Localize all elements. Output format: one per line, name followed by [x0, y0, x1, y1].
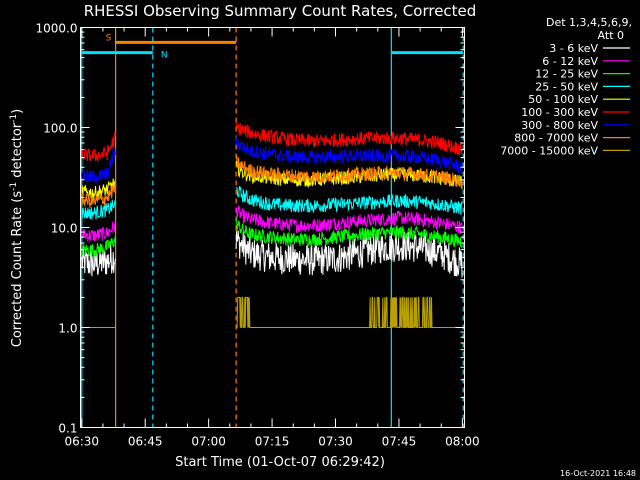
series-line-5-seg-0 — [81, 132, 116, 164]
series-layer — [81, 122, 463, 328]
y-tick-label-3: 100.0 — [43, 122, 77, 136]
series-line-5-seg-1 — [235, 122, 463, 157]
legend-entry-8: 7000 - 15000 keV — [500, 144, 598, 157]
y-tick-label-2: 10.0 — [51, 222, 78, 236]
x-tick-label-0: 06:30 — [64, 435, 99, 449]
footer-timestamp: 16-Oct-2021 16:48 — [560, 469, 636, 478]
x-tick-label-1: 06:45 — [128, 435, 163, 449]
legend-entry-4: 50 - 100 keV — [528, 93, 598, 106]
series-line-2-seg-0 — [81, 237, 116, 258]
flag-label-s: S — [106, 33, 112, 43]
series-line-3-seg-0 — [81, 199, 116, 220]
x-axis-label: Start Time (01-Oct-07 06:29:42) — [175, 455, 385, 470]
legend-entry-2: 12 - 25 keV — [535, 68, 598, 81]
flag-label-n: N — [161, 51, 168, 61]
legend-entry-3: 25 - 50 keV — [535, 80, 598, 93]
series-line-1-seg-1 — [235, 205, 463, 234]
y-axis-label-sup2: -1 — [9, 114, 19, 123]
legend-entry-5: 100 - 300 keV — [521, 106, 598, 119]
series-line-0-seg-0 — [81, 244, 116, 277]
y-axis-label-sup1: -1 — [9, 182, 19, 191]
y-axis-label-mid: detector — [10, 122, 25, 182]
y-tick-label-0: 0.1 — [58, 422, 77, 436]
y-axis-label-end: ) — [10, 109, 25, 114]
x-tick-label-3: 07:15 — [255, 435, 290, 449]
series-line-3-seg-1 — [236, 186, 463, 215]
legend-entry-7: 800 - 7000 keV — [514, 132, 598, 145]
chart-title: RHESSI Observing Summary Count Rates, Co… — [84, 2, 477, 20]
x-tick-label-2: 07:00 — [191, 435, 226, 449]
series-line-7-seg-1 — [235, 155, 463, 188]
series-line-0-seg-1 — [235, 230, 463, 278]
x-tick-label-6: 08:00 — [445, 435, 480, 449]
y-axis-label-main: Corrected Count Rate (s — [10, 191, 25, 348]
y-tick-label-1: 1.0 — [58, 322, 77, 336]
series-line-8-seg-1 — [236, 296, 462, 328]
series-line-1-seg-0 — [81, 221, 116, 242]
legend-entry-1: 6 - 12 keV — [542, 55, 598, 68]
y-tick-label-4: 1000.0 — [36, 22, 78, 36]
series-line-6-seg-1 — [235, 136, 463, 175]
legend-header-line1: Det 1,3,4,5,6,9, — [546, 16, 632, 29]
legend-entry-6: 300 - 800 keV — [521, 119, 598, 132]
legend-entry-0: 3 - 6 keV — [549, 42, 598, 55]
series-line-4-seg-0 — [81, 178, 116, 201]
series-line-2-seg-1 — [235, 218, 463, 248]
flag-bars: SN — [80, 33, 464, 61]
x-tick-label-5: 07:45 — [382, 435, 417, 449]
series-line-7-seg-0 — [81, 181, 116, 208]
y-axis-label: Corrected Count Rate (s-1 detector-1) — [9, 109, 25, 347]
legend-header-line2: Att 0 — [598, 29, 624, 42]
x-tick-label-4: 07:30 — [318, 435, 353, 449]
axes: 0.1 1.0 10.0 100.0 1000.0 06:30 06:45 07:00 07:1… — [36, 22, 480, 449]
series-line-6-seg-0 — [81, 147, 116, 184]
